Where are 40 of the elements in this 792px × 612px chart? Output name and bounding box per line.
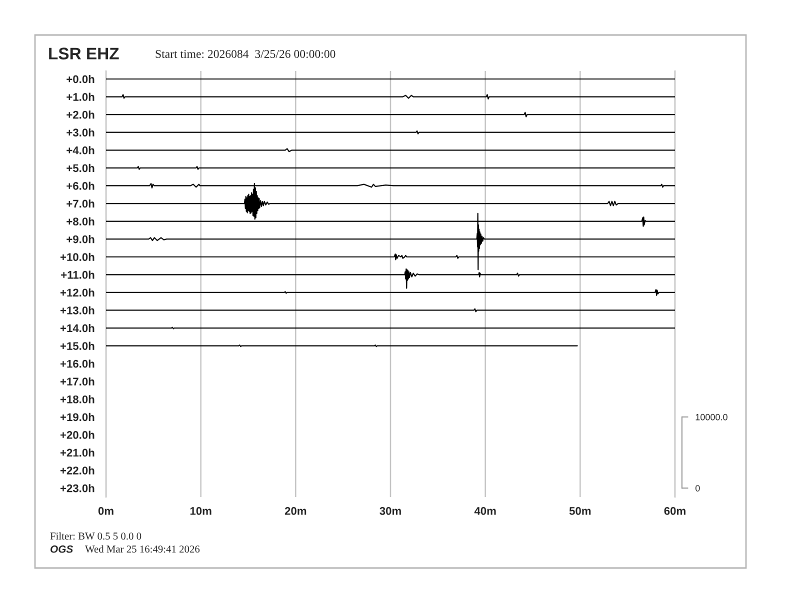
y-tick-label: +8.0h <box>66 217 94 226</box>
y-tick-label: +5.0h <box>66 164 94 172</box>
y-tick-label: +20.0h <box>60 430 94 439</box>
y-tick-label: +18.0h <box>60 395 94 404</box>
y-tick-label: +22.0h <box>60 466 94 474</box>
x-tick-label: 30m <box>380 507 401 515</box>
y-tick-label: +3.0h <box>66 128 94 137</box>
x-tick-label: 20m <box>284 507 306 515</box>
y-tick-label: +14.0h <box>60 324 94 332</box>
y-tick-label: +17.0h <box>60 377 94 386</box>
y-tick-label: +9.0h <box>66 235 94 244</box>
x-tick-label: 50m <box>569 507 591 515</box>
y-tick-label: +16.0h <box>60 360 94 368</box>
chart-subtitle: Start time: 2026084 3/25/26 00:00:00 <box>156 50 336 58</box>
y-tick-label: +4.0h <box>66 146 94 154</box>
y-tick-label: +1.0h <box>66 92 94 101</box>
text: Wed Mar 25 16:49:41 2026 <box>85 545 200 553</box>
x-tick-label: 40m <box>474 507 496 515</box>
y-tick-label: +7.0h <box>66 199 94 208</box>
line-series <box>106 268 675 289</box>
line-series <box>106 212 675 270</box>
y2-tick-label: 10000.0 <box>696 414 728 420</box>
y-tick-label: +10.0h <box>60 252 94 262</box>
y-tick-label: +0.0h <box>66 74 94 84</box>
y-tick-label: +13.0h <box>60 306 94 314</box>
y2-tick-label: 0 <box>695 485 700 492</box>
y-tick-label: +6.0h <box>66 182 94 190</box>
y-tick-label: +12.0h <box>60 288 94 297</box>
x-tick-label: 10m <box>190 507 212 515</box>
x-tick-label: 60m <box>664 507 686 515</box>
y-tick-label: +19.0h <box>60 412 94 422</box>
y-tick-label: +21.0h <box>60 448 94 457</box>
y-tick-label: +23.0h <box>60 484 94 492</box>
x-tick-label: 0m <box>98 507 114 515</box>
y-tick-label: +2.0h <box>66 110 94 119</box>
text: Filter: BW 0.5 5 0.0 0 <box>50 532 142 540</box>
chart-title: LSR EHZ <box>49 48 119 60</box>
y-tick-label: +11.0h <box>61 270 94 279</box>
text: OGS <box>50 545 74 553</box>
y-tick-label: +15.0h <box>60 342 94 350</box>
